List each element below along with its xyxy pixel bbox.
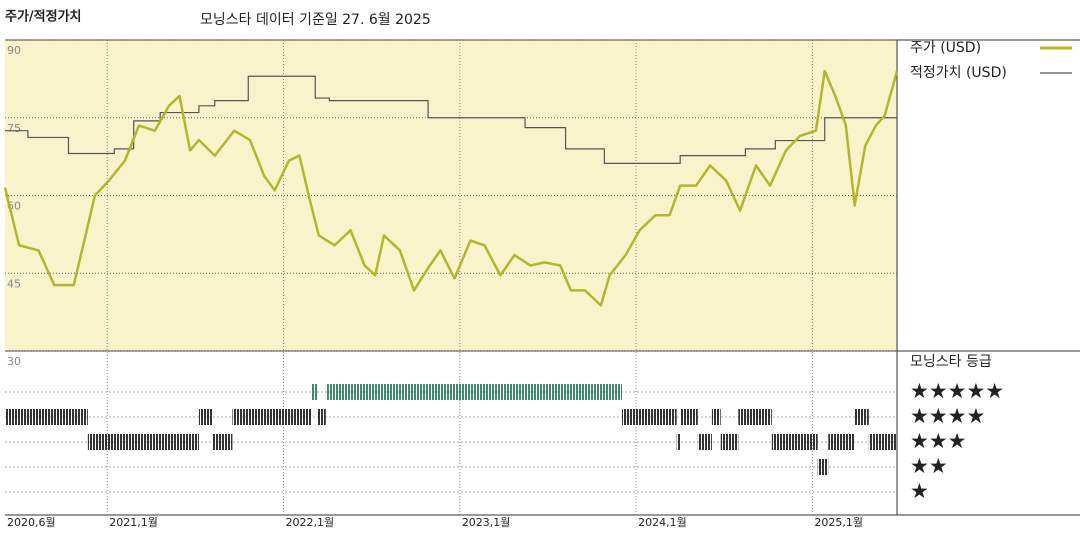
rating-band	[311, 384, 318, 400]
rating-band	[817, 459, 829, 475]
x-tick-label: 2024,1월	[638, 516, 687, 529]
series-line	[5, 75, 897, 164]
rating-band	[868, 434, 897, 450]
rating-band	[87, 434, 199, 450]
series-line	[3, 69, 899, 307]
rating-label: ★★	[910, 454, 948, 478]
rating-band	[711, 409, 721, 425]
rating-band	[738, 409, 772, 425]
x-tick-label: 2022,1월	[286, 516, 335, 529]
price-panel	[5, 40, 897, 351]
y-tick-label: 90	[7, 44, 21, 57]
rating-label: ★★★★★	[910, 379, 1004, 403]
rating-label: ★★★★	[910, 404, 985, 428]
rating-band	[317, 409, 326, 425]
y-tick-label: 30	[7, 355, 21, 368]
rating-label: ★★★	[910, 429, 966, 453]
rating-band	[325, 384, 622, 400]
rating-band	[621, 409, 677, 425]
x-tick-label: 2025,1월	[814, 516, 863, 529]
chart-title: 주가/적정가치	[5, 9, 82, 25]
rating-label: ★	[910, 479, 929, 503]
rating-band	[854, 409, 869, 425]
legend-label: 적정가치 (USD)	[910, 65, 1007, 81]
rating-band	[771, 434, 818, 450]
rating-band	[676, 434, 681, 450]
y-tick-label: 75	[7, 122, 21, 135]
legend-label: 주가 (USD)	[910, 40, 981, 56]
rating-band	[828, 434, 855, 450]
x-tick-label: 2023,1월	[462, 516, 511, 529]
rating-title: 모닝스타 등급	[910, 354, 992, 370]
rating-band	[680, 409, 698, 425]
rating-band	[232, 409, 312, 425]
rating-band	[697, 434, 712, 450]
x-tick-label: 2021,1월	[109, 516, 158, 529]
x-tick-label: 2020,6월	[7, 516, 56, 529]
rating-band	[213, 434, 233, 450]
rating-band	[198, 409, 214, 425]
rating-band	[720, 434, 739, 450]
rating-band	[5, 409, 88, 425]
chart-subtitle: 모닝스타 데이터 기준일 27. 6월 2025	[200, 12, 431, 28]
y-tick-label: 45	[7, 277, 21, 290]
